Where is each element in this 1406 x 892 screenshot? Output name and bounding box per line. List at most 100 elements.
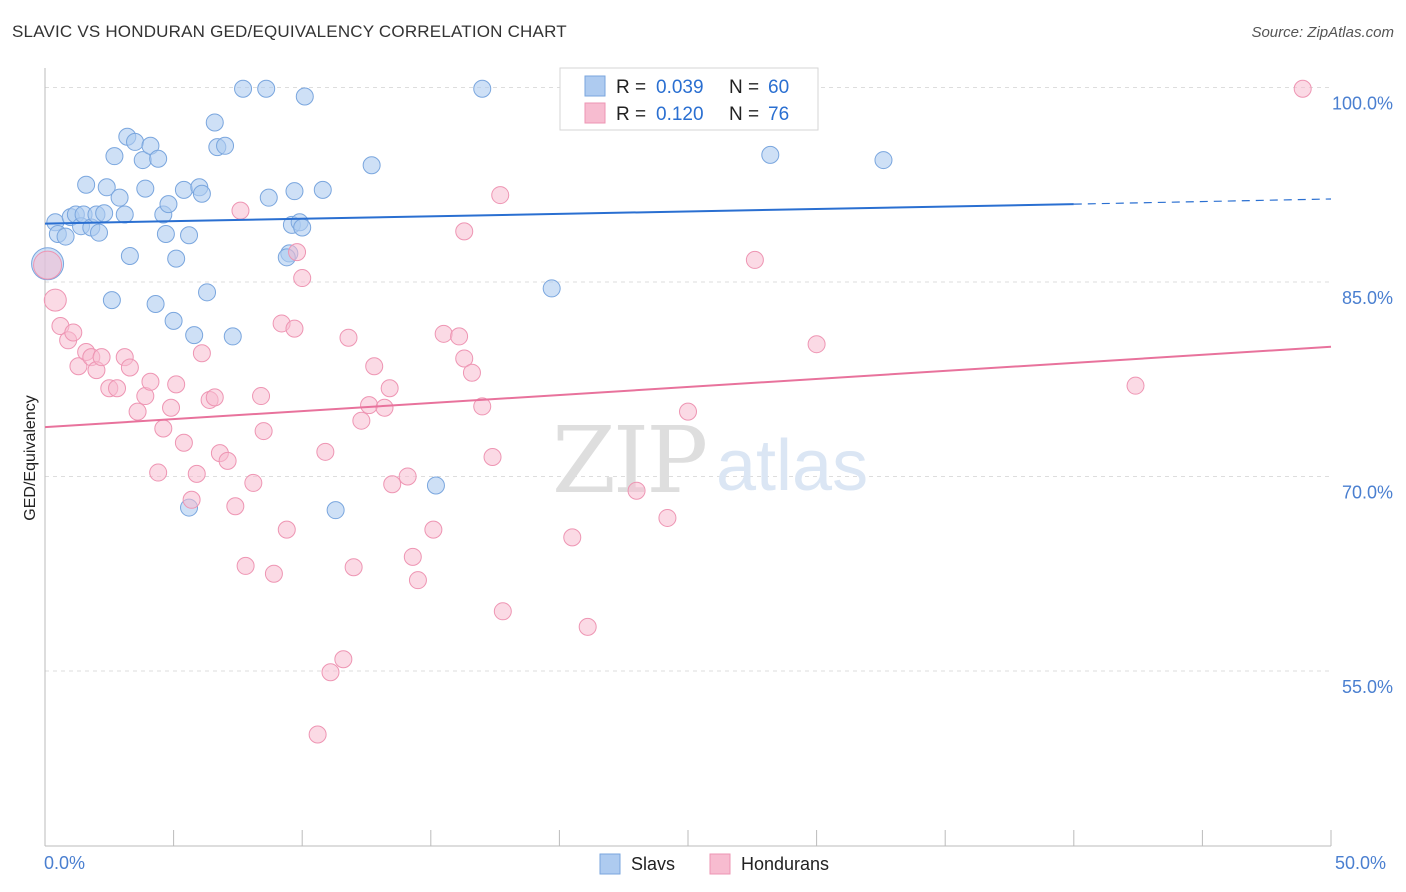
slav-point: [115, 205, 134, 224]
honduran-point: [182, 490, 201, 509]
honduran-point: [321, 663, 340, 682]
legend-swatch-hondurans: [584, 102, 606, 124]
honduran-point: [352, 411, 371, 430]
slav-point: [56, 227, 75, 246]
correlation-legend: R = 0.039 N = 60 R = 0.120 N = 76: [559, 67, 819, 131]
slav-point: [167, 249, 186, 268]
honduran-point: [679, 402, 697, 421]
honduran-point: [380, 379, 399, 398]
source-label: Source: ZipAtlas.com: [1251, 24, 1394, 41]
honduran-point: [455, 222, 474, 241]
slav-point: [205, 113, 224, 132]
slav-point: [473, 79, 492, 98]
slav-point: [95, 204, 114, 223]
honduran-point: [141, 372, 160, 391]
bottom-legend-label-slavs: Slavs: [631, 854, 675, 874]
honduran-point: [69, 357, 88, 376]
honduran-point: [360, 396, 379, 415]
legend-n-label-slavs: N =: [729, 77, 759, 98]
trend-lines: [44, 198, 1332, 429]
legend-swatch-slavs: [584, 75, 606, 97]
honduran-point: [383, 475, 402, 494]
honduran-point: [316, 442, 335, 461]
honduran-point: [563, 528, 582, 547]
slav-point: [326, 501, 345, 520]
honduran-point: [434, 324, 453, 343]
honduran-point: [192, 344, 211, 363]
honduran-point: [627, 481, 646, 500]
slav-point: [159, 195, 178, 214]
slav-point: [149, 149, 168, 168]
honduran-point: [285, 319, 304, 338]
honduran-point: [264, 564, 283, 583]
slav-point: [185, 326, 204, 345]
x-tick-label-max: 50.0%: [1335, 853, 1386, 873]
honduran-point: [462, 363, 481, 382]
honduran-point: [450, 327, 469, 346]
slav-point: [542, 279, 561, 298]
honduran-point: [244, 473, 263, 492]
honduran-point: [1293, 79, 1312, 98]
chart-title: SLAVIC VS HONDURAN GED/EQUIVALENCY CORRE…: [12, 22, 567, 41]
honduran-point: [308, 725, 327, 744]
slav-point: [90, 223, 109, 242]
y-tick-label: 100.0%: [1332, 93, 1393, 113]
honduran-point: [149, 463, 168, 482]
honduran-point: [33, 250, 63, 280]
x-tick-label-min: 0.0%: [44, 853, 85, 873]
honduran-point: [92, 348, 111, 367]
honduran-point: [493, 602, 512, 621]
slav-point: [216, 136, 235, 155]
slav-point: [426, 476, 445, 495]
slav-point: [223, 327, 242, 346]
legend-r-value-hondurans: 0.120: [656, 104, 704, 125]
y-tick-label: 70.0%: [1342, 482, 1393, 502]
honduran-point: [162, 398, 181, 417]
honduran-point: [254, 422, 273, 441]
slav-point: [102, 291, 121, 310]
y-tick-label: 55.0%: [1342, 677, 1393, 697]
y-tick-label: 85.0%: [1342, 288, 1393, 308]
legend-n-label-hondurans: N =: [729, 104, 759, 125]
honduran-point: [334, 650, 353, 669]
legend-r-label-hondurans: R =: [616, 104, 646, 125]
slavs-points: [31, 79, 893, 520]
honduran-point: [43, 288, 67, 312]
honduran-point: [288, 243, 307, 262]
slav-point: [105, 147, 124, 166]
slav-point: [110, 188, 129, 207]
watermark-zip: ZIP: [552, 407, 705, 514]
bottom-legend-swatch-hondurans: [709, 853, 731, 875]
slav-point: [126, 132, 145, 151]
honduran-point: [344, 558, 363, 577]
slav-point: [313, 180, 332, 199]
honduran-point: [455, 349, 474, 368]
slav-point: [146, 294, 165, 313]
slavs-trend-line: [44, 203, 1074, 225]
slav-point: [174, 180, 193, 199]
honduran-point: [473, 397, 492, 416]
honduran-point: [128, 402, 147, 421]
bottom-legend-swatch-slavs: [599, 853, 621, 875]
honduran-point: [491, 186, 510, 205]
honduran-point: [154, 419, 173, 438]
slav-point: [362, 156, 381, 175]
y-tick-labels: 55.0% 70.0% 85.0% 100.0%: [1332, 93, 1393, 697]
honduran-point: [167, 375, 186, 394]
slav-point: [120, 247, 139, 266]
slav-point: [295, 87, 314, 106]
honduran-point: [807, 335, 826, 354]
honduran-point: [375, 398, 394, 417]
slav-point: [234, 79, 253, 98]
legend-n-value-slavs: 60: [768, 77, 789, 98]
honduran-point: [658, 508, 677, 527]
slav-point: [97, 178, 116, 197]
honduran-point: [339, 328, 358, 347]
honduran-point: [424, 520, 443, 539]
honduran-point: [231, 201, 250, 220]
honduran-point: [252, 387, 271, 406]
hondurans-trend-line: [44, 345, 1332, 429]
watermark: ZIP atlas: [552, 407, 868, 514]
honduran-point: [1126, 376, 1145, 395]
